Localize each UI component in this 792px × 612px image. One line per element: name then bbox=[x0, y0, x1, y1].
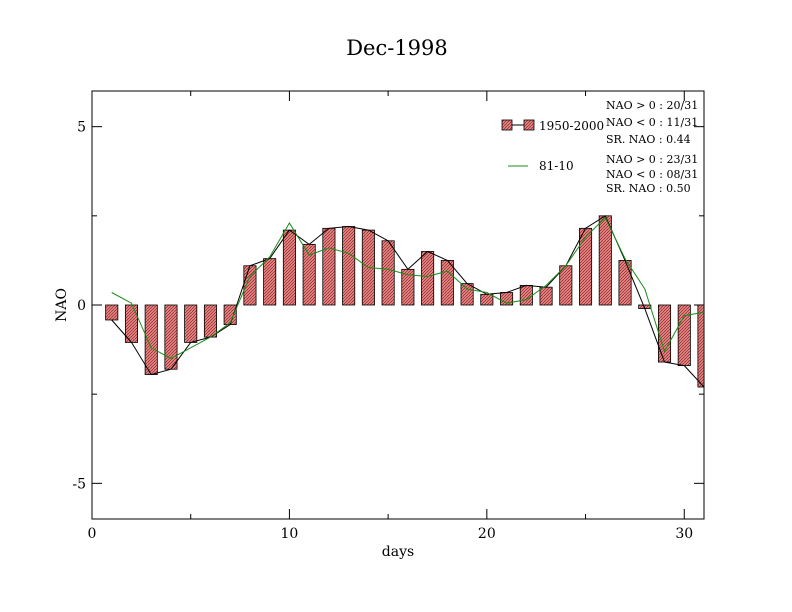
bar-day-24 bbox=[559, 265, 573, 306]
line-series bbox=[111, 215, 705, 388]
bar-day-22 bbox=[519, 284, 533, 306]
legend-label-line: 81-10 bbox=[539, 159, 574, 173]
bar-day-6 bbox=[203, 304, 217, 338]
bar-day-4 bbox=[164, 304, 178, 370]
bar-day-12 bbox=[322, 227, 336, 306]
x-axis-label: days bbox=[382, 544, 414, 560]
bar-day-13 bbox=[342, 226, 356, 306]
bar-day-18 bbox=[440, 260, 454, 306]
bar-day-3 bbox=[144, 304, 158, 375]
bar-series bbox=[105, 215, 705, 388]
legend-bar-swatch-right bbox=[523, 119, 535, 131]
y-axis-label: NAO bbox=[54, 288, 70, 322]
bar-day-19 bbox=[460, 283, 474, 306]
line-series-81-10 bbox=[111, 216, 705, 360]
bar-day-1 bbox=[105, 304, 119, 321]
y-tick-label: 5 bbox=[77, 120, 86, 136]
bar-day-17 bbox=[421, 251, 435, 306]
legend-bar-swatch-left bbox=[501, 119, 513, 131]
stats-annotations: NAO > 0 : 20/31 NAO < 0 : 11/31 SR. NAO … bbox=[606, 99, 698, 195]
bar-day-23 bbox=[539, 286, 553, 306]
bar-day-26 bbox=[598, 215, 612, 306]
stat-8110-sr: SR. NAO : 0.50 bbox=[606, 182, 691, 195]
chart-title: Dec-1998 bbox=[346, 36, 448, 60]
x-tick-label: 30 bbox=[675, 526, 693, 542]
bar-day-29 bbox=[657, 304, 672, 363]
bar-day-5 bbox=[184, 304, 198, 343]
axis-ticks: 0 10 20 30 -5 0 5 bbox=[72, 91, 704, 542]
stat-1950-sr: SR. NAO : 0.44 bbox=[606, 133, 691, 146]
bar-day-25 bbox=[579, 227, 593, 306]
x-tick-label: 10 bbox=[281, 526, 299, 542]
stat-8110-positive: NAO > 0 : 23/31 bbox=[606, 153, 698, 166]
x-tick-label: 20 bbox=[478, 526, 496, 542]
legend-label-bars: 1950-2000 bbox=[539, 119, 604, 133]
bar-day-30 bbox=[677, 304, 691, 367]
legend: 1950-2000 81-10 bbox=[501, 119, 604, 173]
bar-day-31 bbox=[697, 304, 705, 388]
bar-day-20 bbox=[480, 293, 494, 306]
bar-day-9 bbox=[263, 258, 277, 306]
y-tick-label: -5 bbox=[72, 476, 86, 492]
stat-8110-negative: NAO < 0 : 08/31 bbox=[606, 168, 698, 181]
bar-day-27 bbox=[618, 260, 632, 306]
bar-day-10 bbox=[282, 229, 296, 306]
x-tick-label: 0 bbox=[88, 526, 97, 542]
y-tick-label: 0 bbox=[77, 298, 86, 314]
stat-1950-positive: NAO > 0 : 20/31 bbox=[606, 99, 698, 112]
stat-1950-negative: NAO < 0 : 11/31 bbox=[606, 116, 698, 129]
bar-day-15 bbox=[381, 240, 395, 306]
